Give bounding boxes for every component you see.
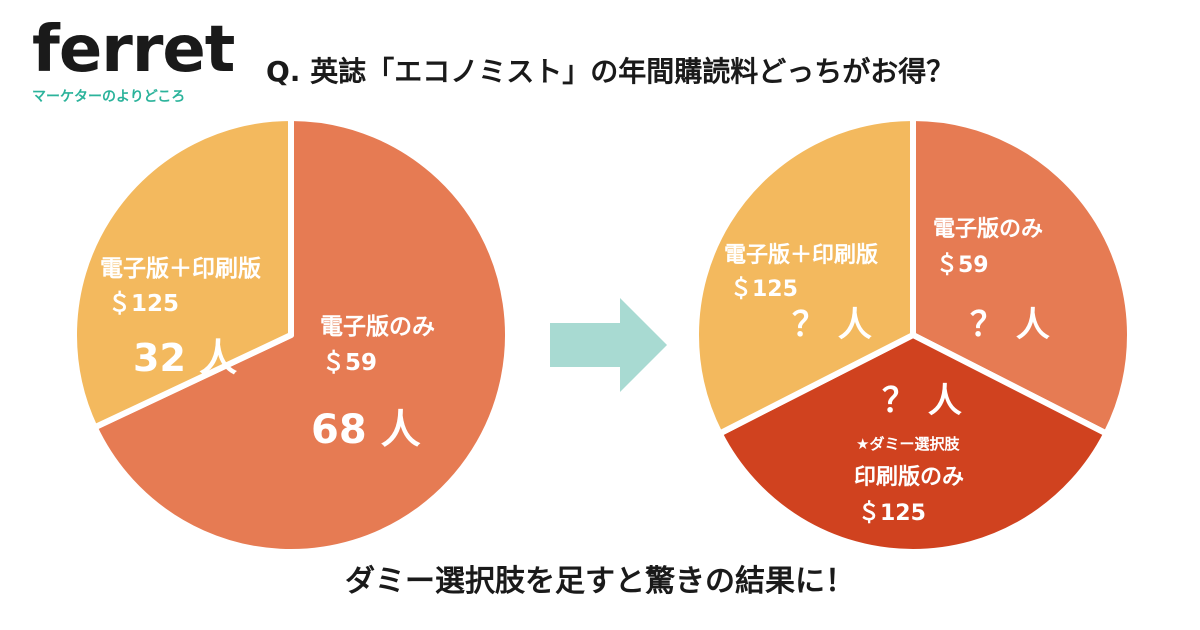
slice-label-digital-only: 電子版のみ [320,313,435,340]
slice-label-digital-print: 電子版＋印刷版 [100,255,261,282]
slice-count-print-only: ？ 人 [882,381,962,421]
slice-price-digital-print: ＄125 [730,276,798,302]
slice-count-digital-only: ？ 人 [970,305,1050,345]
question-title: Q. 英誌「エコノミスト」の年間購読料どっちがお得？ [266,55,955,88]
slice-price-print-only: ＄125 [858,500,926,526]
slice-tag-decoy: ★ダミー選択肢 [856,435,960,453]
slice-price-digital-only: ＄59 [936,252,989,278]
pie-slice-digital-print [693,115,916,437]
slice-count-digital-only: 68 人 [311,407,421,453]
slice-count-digital-print: ？ 人 [792,305,872,345]
footer-caption: ダミー選択肢を足すと驚きの結果に！ [345,564,855,599]
pie-slice-digital-only [910,115,1133,437]
pie-slice-digital-only [91,115,511,555]
logo-tagline: マーケターのよりどころ [32,89,186,105]
slice-price-digital-only: ＄59 [322,349,377,376]
arrow-right-icon [550,298,667,392]
slice-price-digital-print: ＄125 [108,290,179,317]
pie-chart-before: 電子版＋印刷版 ＄125 32 人 電子版のみ ＄59 68 人 [71,115,511,555]
ferret-logo: ferret マーケターのよりどころ [32,13,235,106]
pie-chart-after: 電子版＋印刷版 ＄125 ？ 人 電子版のみ ＄59 ？ 人 ？ 人 ★ダミー選… [693,115,1133,555]
slice-label-print-only: 印刷版のみ [854,465,964,490]
slice-label-digital-print: 電子版＋印刷版 [724,243,878,268]
pie-slice-digital-print [71,115,294,431]
pie-slice-print-only-decoy [716,332,1110,555]
logo-wordmark: ferret [32,13,235,87]
slice-count-digital-print: 32 人 [133,336,237,380]
slice-label-digital-only: 電子版のみ [933,217,1043,242]
